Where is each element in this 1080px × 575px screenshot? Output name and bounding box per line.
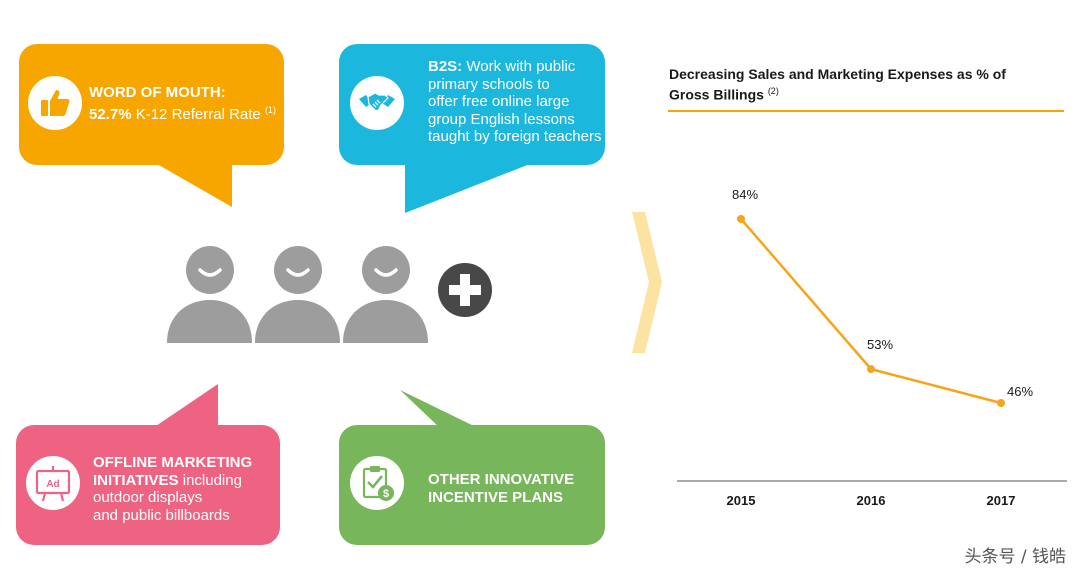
data-label-2016: 53% — [867, 337, 893, 352]
person-3 — [343, 246, 428, 343]
other-incentives-text: OTHER INNOVATIVE INCENTIVE PLANS — [428, 471, 603, 506]
thumbs-up-icon — [41, 90, 70, 116]
data-point-2016 — [867, 365, 875, 374]
offline-marketing-text: OFFLINE MARKETING INITIATIVES including … — [93, 454, 278, 524]
billboard-icon: Ad — [35, 466, 71, 502]
b2s-text: B2S: Work with public primary schools to… — [428, 58, 608, 146]
other-incentives-line-2: INCENTIVE PLANS — [428, 488, 564, 506]
offline-marketing-title-1: OFFLINE MARKETING — [93, 454, 253, 471]
b2s-line-2: primary schools to — [428, 75, 550, 93]
referral-rate-value: 52.7% — [89, 105, 132, 123]
clipboard-dollar-icon: $ — [362, 466, 394, 501]
offline-marketing-line-4: and public billboards — [93, 506, 230, 524]
person-2 — [255, 246, 340, 343]
x-tick-label-2017: 2017 — [987, 493, 1016, 508]
b2s-line-4: group English lessons — [428, 110, 575, 128]
other-incentives-line-1: OTHER INNOVATIVE — [428, 471, 575, 488]
chart-title: Decreasing Sales and Marketing Expenses … — [669, 66, 1069, 104]
chart-title-footnote: (2) — [767, 86, 779, 96]
referral-rate-footnote: (1) — [264, 104, 276, 115]
b2s-line-3: offer free online large — [428, 93, 570, 110]
watermark: 头条号 / 钱皓 — [964, 547, 1066, 567]
data-label-2017: 46% — [1007, 384, 1033, 399]
svg-text:$: $ — [383, 488, 389, 500]
b2s-line-1: Work with public — [466, 58, 576, 75]
handshake-icon-circle — [350, 76, 404, 130]
other-incentives-bubble-tail — [400, 390, 478, 428]
b2s-title: B2S: — [428, 58, 463, 75]
data-point-2015 — [737, 215, 745, 223]
word-of-mouth-text: WORD OF MOUTH: 52.7% K-12 Referral Rate … — [89, 84, 289, 123]
chart-title-line-2: Gross Billings — [669, 86, 764, 103]
x-tick-label-2016: 2016 — [857, 493, 886, 508]
referral-rate-label: K-12 Referral Rate — [131, 105, 265, 123]
person-1 — [167, 246, 252, 343]
clipboard-dollar-icon-circle: $ — [350, 456, 404, 510]
b2s-bubble-tail — [405, 160, 540, 213]
billboard-icon-text: Ad — [46, 479, 59, 490]
offline-marketing-rest: including — [178, 471, 242, 489]
x-tick-label-2015: 2015 — [727, 493, 756, 508]
handshake-icon — [359, 92, 395, 112]
word-of-mouth-bubble-tail — [150, 160, 232, 207]
offline-marketing-title-2: INITIATIVES — [93, 471, 179, 489]
people-group — [167, 246, 492, 343]
data-point-2017 — [997, 399, 1005, 407]
chevron-right-icon — [632, 212, 662, 353]
series-line — [740, 218, 1002, 405]
data-label-2015: 84% — [732, 187, 758, 202]
offline-marketing-bubble-tail — [150, 384, 218, 430]
plus-icon — [438, 263, 492, 317]
thumbs-up-icon-circle — [28, 76, 82, 130]
offline-marketing-line-3: outdoor displays — [93, 489, 203, 506]
b2s-line-5: taught by foreign teachers — [428, 128, 602, 145]
chart-title-line-1: Decreasing Sales and Marketing Expenses … — [669, 66, 1006, 82]
word-of-mouth-title: WORD OF MOUTH: — [89, 84, 226, 101]
billboard-icon-circle: Ad — [26, 456, 80, 510]
